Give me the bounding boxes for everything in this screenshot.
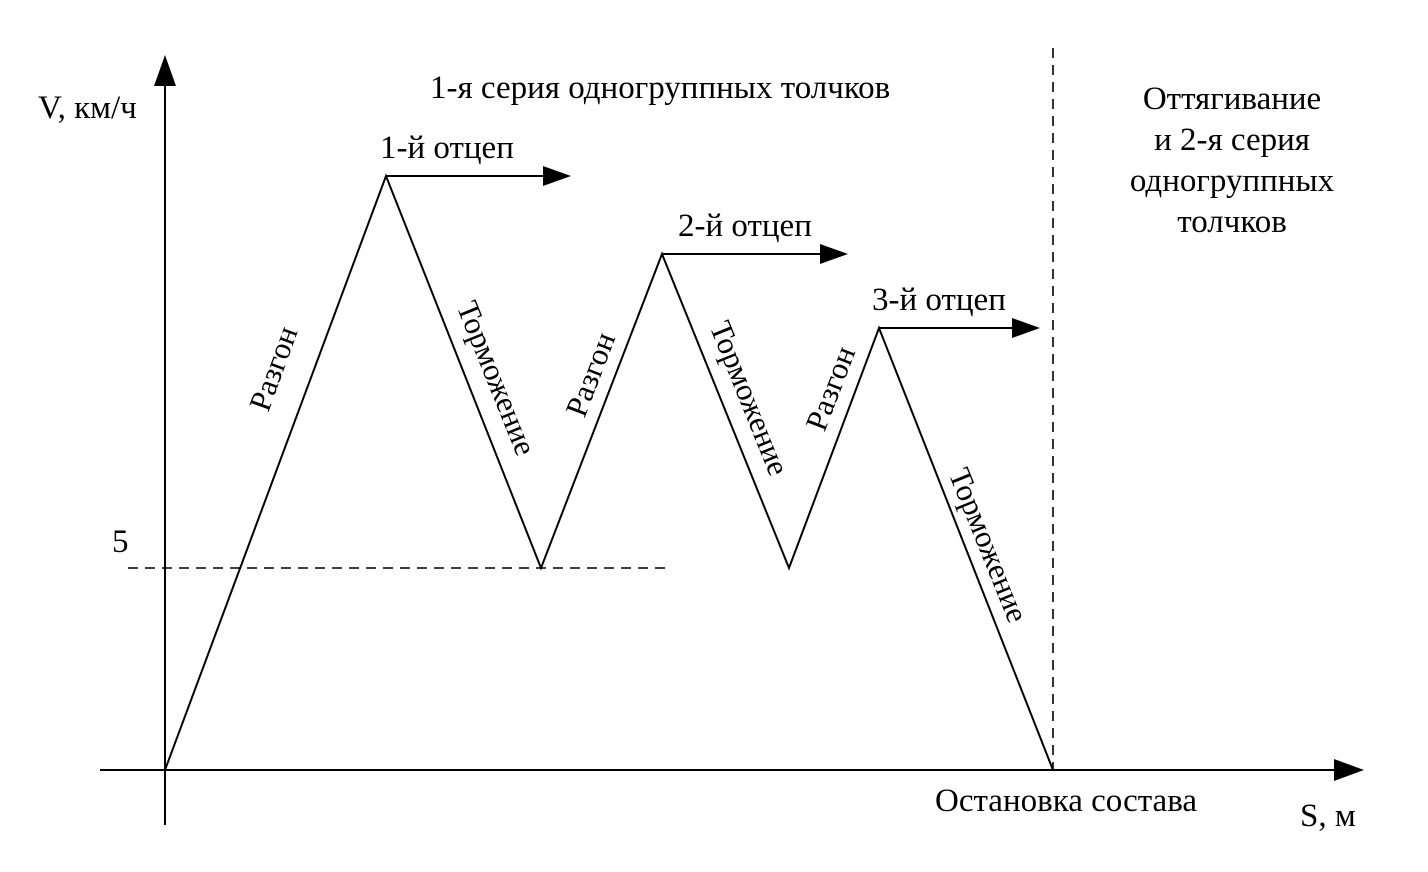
train-stop-label: Остановка состава xyxy=(935,783,1197,819)
speed-profile-line xyxy=(164,173,1054,771)
x-axis-label: S, м xyxy=(1300,798,1356,834)
x-axis-arrowhead xyxy=(1334,759,1364,781)
cut-3-arrowhead xyxy=(1012,318,1040,338)
acceleration-label-2: Разгон xyxy=(558,327,622,421)
y-axis-arrowhead xyxy=(154,55,176,86)
cut-1-arrowhead xyxy=(543,166,571,186)
braking-label-1: Торможение xyxy=(450,296,544,460)
acceleration-label-1: Разгон xyxy=(242,321,305,415)
braking-label-2: Торможение xyxy=(703,316,797,480)
pullback-label-line-2: и 2-я серия xyxy=(1154,122,1310,158)
series-1-label: 1-я серия одногруппных толчков xyxy=(430,70,890,106)
cut-3-label: 3-й отцеп xyxy=(872,282,1006,318)
acceleration-label-3: Разгон xyxy=(798,341,862,435)
cut-2-label: 2-й отцеп xyxy=(678,208,812,244)
pullback-label-line-4: толчков xyxy=(1177,204,1287,240)
pullback-label-line-3: одногруппных xyxy=(1130,163,1335,199)
pullback-label-line-1: Оттягивание xyxy=(1143,81,1321,117)
cut-2-arrowhead xyxy=(820,244,848,264)
y-axis-label: V, км/ч xyxy=(38,90,137,126)
cut-1-label: 1-й отцеп xyxy=(380,130,514,166)
y-tick-5: 5 xyxy=(112,524,129,560)
braking-label-3: Торможение xyxy=(942,463,1036,627)
